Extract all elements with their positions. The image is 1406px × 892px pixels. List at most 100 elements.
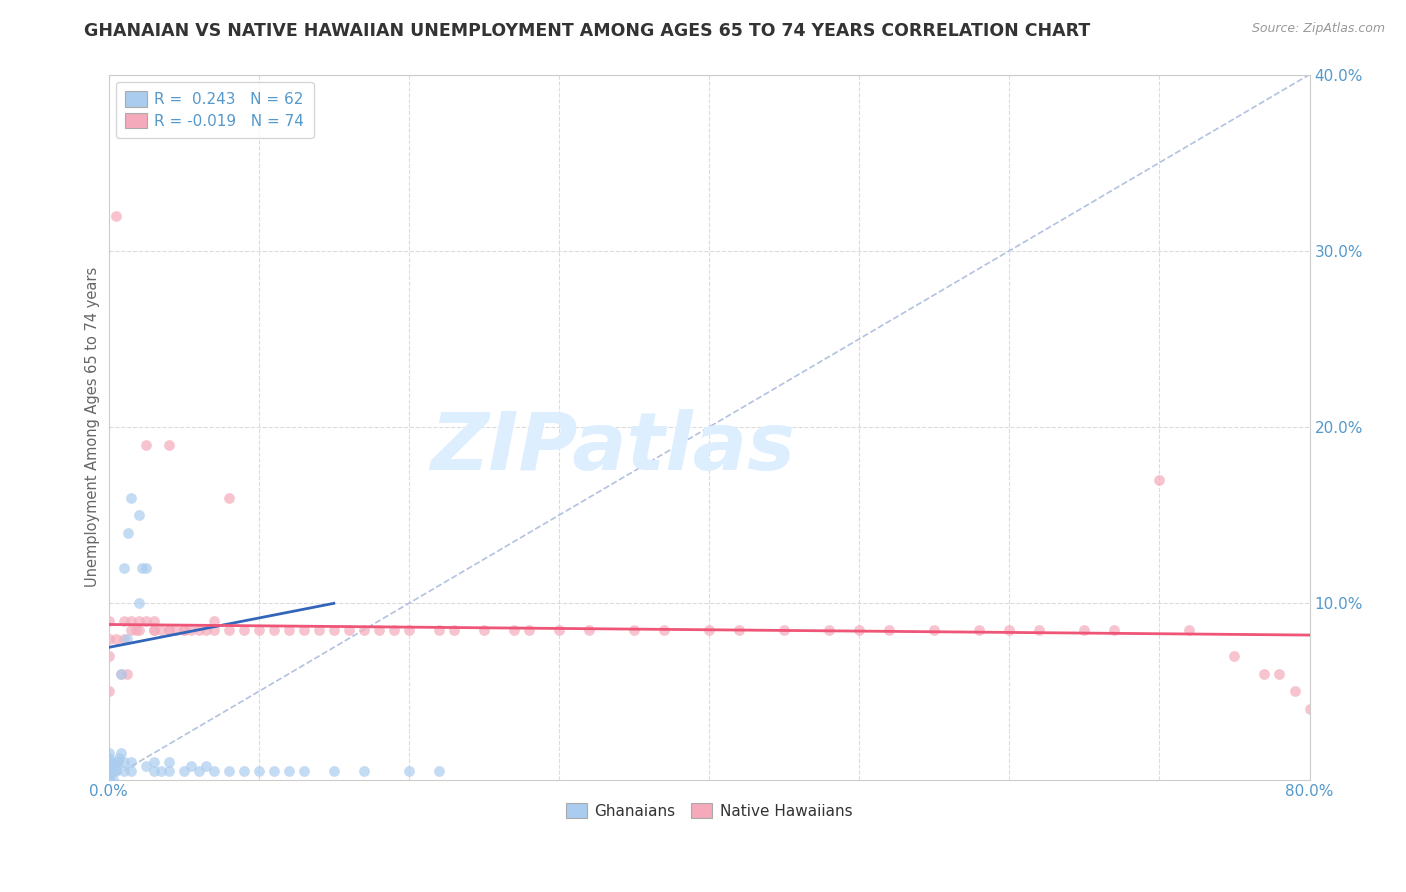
Point [128, 623, 150, 637]
Point [97, 772, 120, 787]
Point [120, 614, 142, 628]
Point [247, 623, 270, 637]
Point [97, 751, 120, 765]
Y-axis label: Unemployment Among Ages 65 to 74 years: Unemployment Among Ages 65 to 74 years [86, 267, 100, 587]
Point [818, 623, 841, 637]
Point [150, 623, 173, 637]
Point [117, 525, 139, 540]
Point [427, 623, 450, 637]
Text: GHANAIAN VS NATIVE HAWAIIAN UNEMPLOYMENT AMONG AGES 65 TO 74 YEARS CORRELATION C: GHANAIAN VS NATIVE HAWAIIAN UNEMPLOYMENT… [84, 22, 1091, 40]
Point [110, 746, 132, 760]
Point [97, 767, 120, 781]
Point [218, 623, 240, 637]
Legend: Ghanaians, Native Hawaiians: Ghanaians, Native Hawaiians [560, 797, 859, 825]
Point [120, 764, 142, 778]
Point [150, 764, 173, 778]
Point [128, 614, 150, 628]
Point [105, 209, 128, 223]
Text: Source: ZipAtlas.com: Source: ZipAtlas.com [1251, 22, 1385, 36]
Point [97, 772, 120, 787]
Point [1178, 623, 1201, 637]
Point [97, 764, 120, 778]
Point [115, 666, 138, 681]
Point [202, 614, 225, 628]
Point [367, 623, 389, 637]
Point [263, 623, 285, 637]
Point [195, 623, 218, 637]
Point [135, 561, 157, 575]
Point [107, 755, 129, 769]
Point [101, 772, 124, 787]
Point [108, 751, 131, 765]
Point [1268, 666, 1291, 681]
Point [202, 623, 225, 637]
Point [165, 623, 187, 637]
Point [112, 561, 135, 575]
Point [232, 623, 254, 637]
Point [157, 764, 180, 778]
Point [135, 758, 157, 772]
Point [120, 623, 142, 637]
Point [142, 623, 165, 637]
Point [967, 623, 990, 637]
Point [548, 623, 571, 637]
Point [1223, 649, 1246, 664]
Point [1298, 702, 1320, 716]
Point [97, 760, 120, 774]
Point [1073, 623, 1095, 637]
Point [652, 623, 675, 637]
Point [97, 772, 120, 787]
Point [105, 764, 128, 778]
Point [97, 772, 120, 787]
Point [120, 755, 142, 769]
Point [353, 623, 375, 637]
Point [382, 623, 405, 637]
Point [112, 764, 135, 778]
Point [142, 764, 165, 778]
Point [97, 758, 120, 772]
Point [173, 623, 195, 637]
Point [112, 755, 135, 769]
Point [115, 632, 138, 646]
Point [135, 438, 157, 452]
Point [112, 632, 135, 646]
Point [110, 666, 132, 681]
Point [1284, 684, 1306, 698]
Point [97, 614, 120, 628]
Point [337, 623, 360, 637]
Point [398, 623, 420, 637]
Point [142, 755, 165, 769]
Point [232, 764, 254, 778]
Point [97, 755, 120, 769]
Point [97, 649, 120, 664]
Point [292, 623, 315, 637]
Point [101, 764, 124, 778]
Point [128, 596, 150, 610]
Point [353, 764, 375, 778]
Point [427, 764, 450, 778]
Point [180, 623, 202, 637]
Point [157, 623, 180, 637]
Point [277, 764, 299, 778]
Point [180, 758, 202, 772]
Point [247, 764, 270, 778]
Point [195, 758, 218, 772]
Point [292, 764, 315, 778]
Point [443, 623, 465, 637]
Point [277, 623, 299, 637]
Point [97, 772, 120, 787]
Point [131, 561, 153, 575]
Point [97, 758, 120, 772]
Point [97, 764, 120, 778]
Point [1104, 623, 1126, 637]
Point [110, 666, 132, 681]
Point [728, 623, 751, 637]
Point [322, 623, 344, 637]
Point [877, 623, 900, 637]
Point [105, 632, 128, 646]
Point [517, 623, 540, 637]
Point [142, 623, 165, 637]
Point [97, 755, 120, 769]
Point [97, 684, 120, 698]
Point [218, 491, 240, 505]
